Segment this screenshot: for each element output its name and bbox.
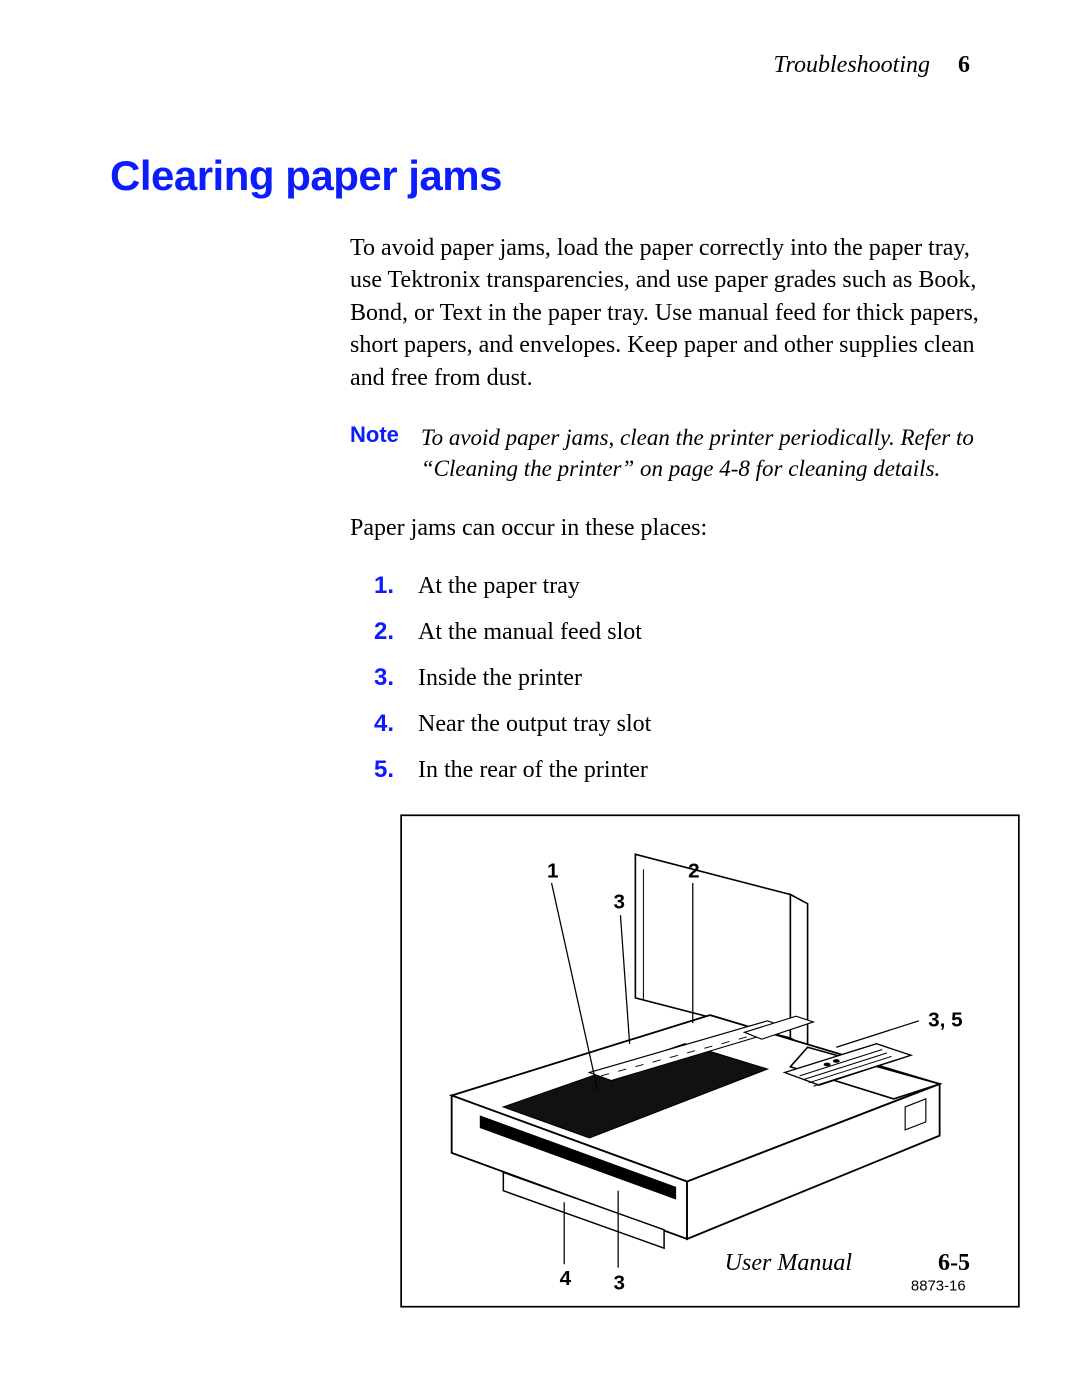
list-item: 4. Near the output tray slot <box>374 710 990 738</box>
list-item-number: 1. <box>374 572 400 600</box>
list-item: 5. In the rear of the printer <box>374 756 990 784</box>
list-item-text: At the manual feed slot <box>418 619 642 646</box>
callout-3a: 3 <box>614 891 626 914</box>
running-header: Troubleshooting 6 <box>774 52 970 79</box>
note-text: To avoid paper jams, clean the printer p… <box>421 422 990 484</box>
callout-1: 1 <box>547 860 559 883</box>
printer-diagram-svg: 1 2 3 3, 5 4 3 8873-16 <box>400 814 1020 1308</box>
page-number: 6-5 <box>938 1250 970 1276</box>
page-footer: User Manual 6-5 <box>725 1250 970 1277</box>
chapter-title: Troubleshooting <box>774 52 930 78</box>
intro-paragraph: To avoid paper jams, load the paper corr… <box>350 232 990 394</box>
callout-2: 2 <box>688 860 700 883</box>
list-item-text: At the paper tray <box>418 573 580 600</box>
callout-3b: 3 <box>614 1272 626 1295</box>
list-item: 2. At the manual feed slot <box>374 618 990 646</box>
list-item-text: Inside the printer <box>418 665 582 692</box>
list-intro: Paper jams can occur in these places: <box>350 512 990 544</box>
callout-35: 3, 5 <box>928 1009 962 1032</box>
chapter-number: 6 <box>958 52 970 78</box>
manual-title: User Manual <box>725 1250 852 1276</box>
body-column: To avoid paper jams, load the paper corr… <box>350 232 990 1308</box>
figure-ref-id: 8873-16 <box>911 1278 966 1295</box>
list-item-text: Near the output tray slot <box>418 711 651 738</box>
note-label: Note <box>350 422 399 484</box>
list-item: 1. At the paper tray <box>374 572 990 600</box>
jam-location-list: 1. At the paper tray 2. At the manual fe… <box>374 572 990 784</box>
note-block: Note To avoid paper jams, clean the prin… <box>350 422 990 484</box>
list-item: 3. Inside the printer <box>374 664 990 692</box>
page: Troubleshooting 6 Clearing paper jams To… <box>0 0 1080 1397</box>
list-item-number: 4. <box>374 710 400 738</box>
list-item-text: In the rear of the printer <box>418 757 648 784</box>
printer-diagram: 1 2 3 3, 5 4 3 8873-16 <box>400 814 1020 1308</box>
list-item-number: 3. <box>374 664 400 692</box>
callout-4: 4 <box>560 1267 572 1290</box>
section-heading: Clearing paper jams <box>110 152 970 200</box>
list-item-number: 5. <box>374 756 400 784</box>
list-item-number: 2. <box>374 618 400 646</box>
